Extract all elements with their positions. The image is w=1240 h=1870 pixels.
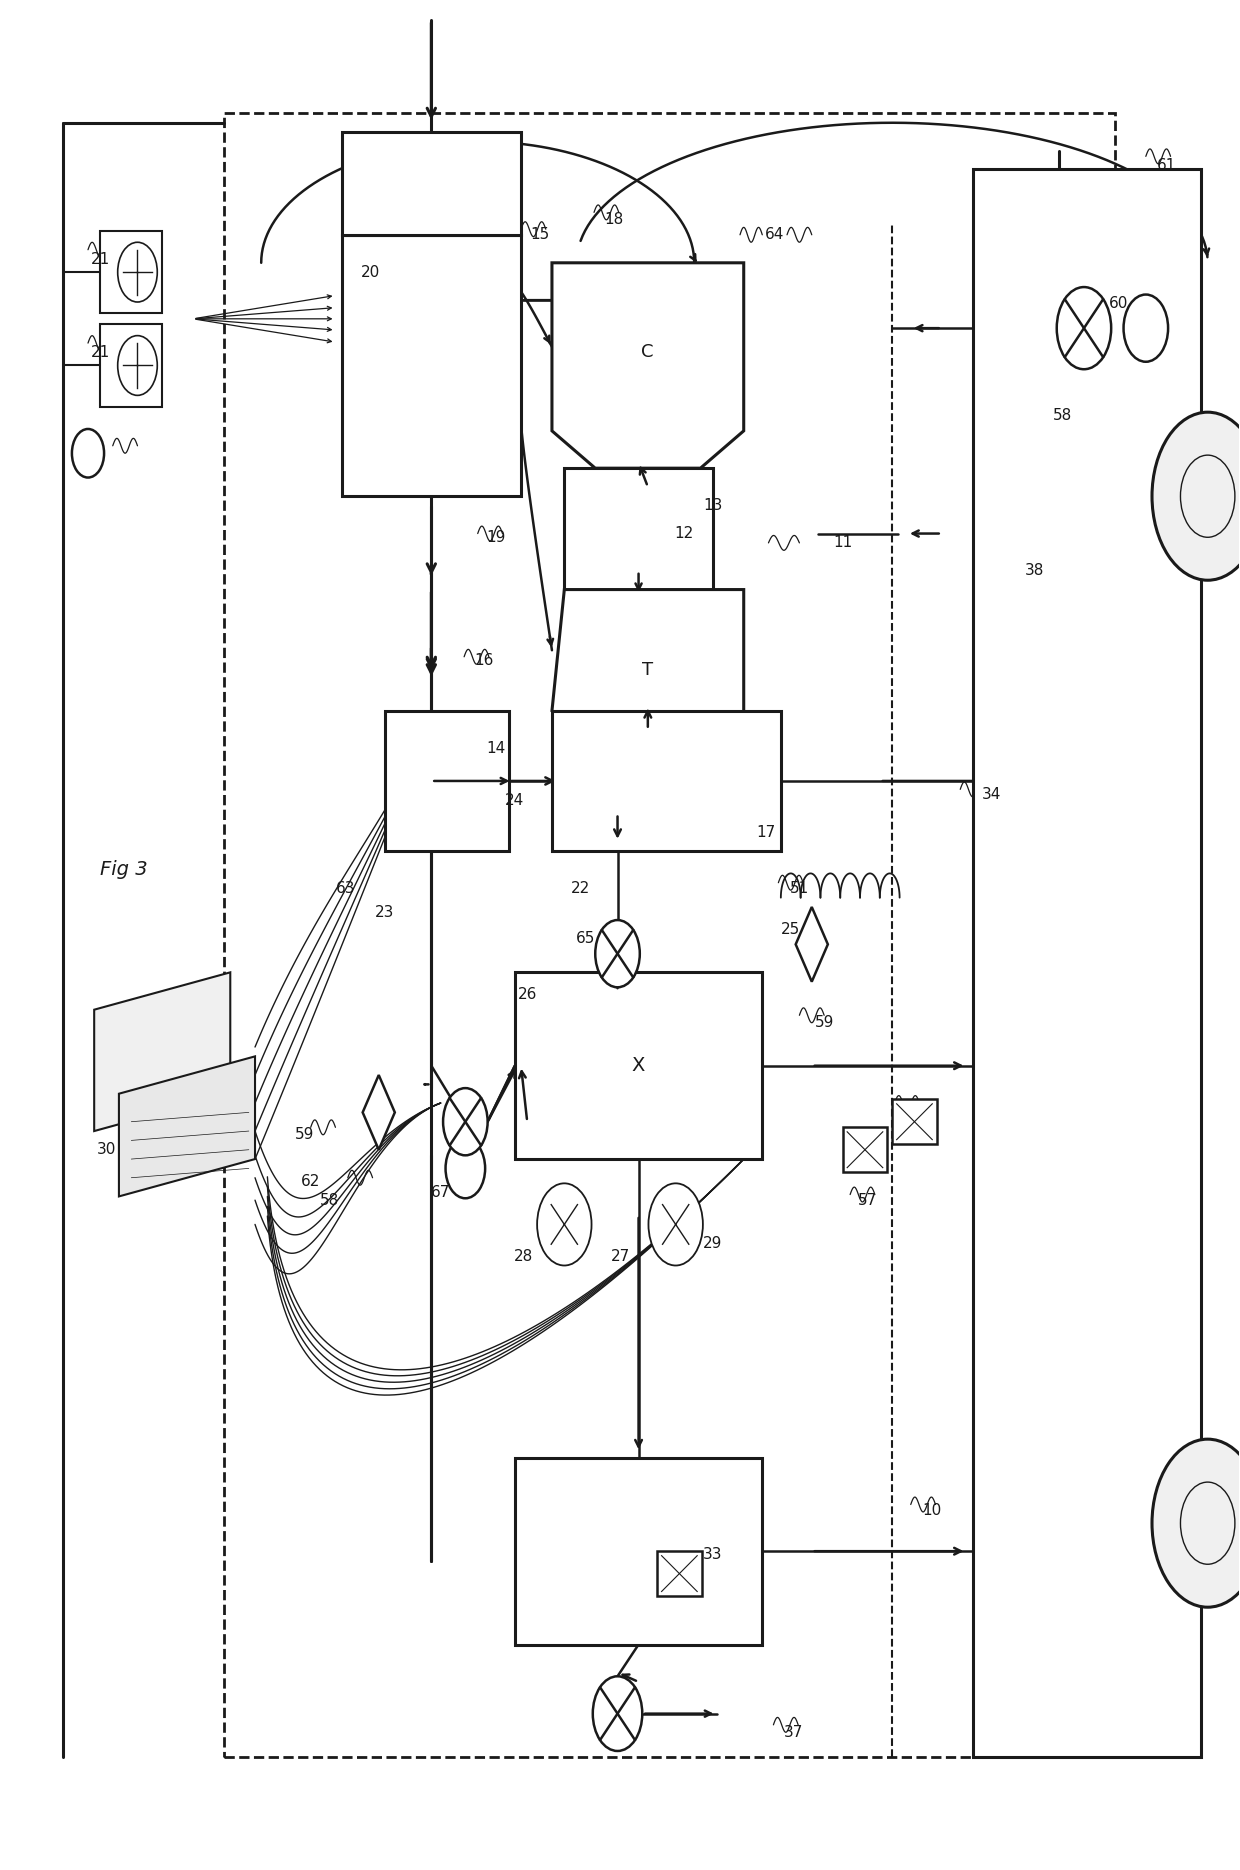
Bar xyxy=(972,170,1202,1756)
Bar xyxy=(515,972,763,1159)
Text: 58: 58 xyxy=(320,1193,339,1208)
Circle shape xyxy=(1152,411,1240,580)
Text: 20: 20 xyxy=(361,266,379,280)
Text: 56: 56 xyxy=(610,1724,630,1739)
Text: 29: 29 xyxy=(703,1236,723,1251)
Text: 37: 37 xyxy=(784,1724,802,1739)
Text: 15: 15 xyxy=(529,228,549,243)
Text: 63: 63 xyxy=(336,881,355,896)
Polygon shape xyxy=(94,972,231,1131)
Text: 18: 18 xyxy=(604,213,624,228)
Bar xyxy=(384,711,508,851)
Circle shape xyxy=(445,1139,485,1199)
Bar xyxy=(100,324,162,406)
Text: 31: 31 xyxy=(905,1100,924,1115)
Text: 23: 23 xyxy=(376,905,394,920)
Text: T: T xyxy=(641,660,652,679)
Text: 65: 65 xyxy=(575,931,595,946)
Text: 67: 67 xyxy=(432,1186,450,1201)
Text: 17: 17 xyxy=(756,825,775,840)
Text: 26: 26 xyxy=(517,987,537,1002)
Polygon shape xyxy=(552,264,744,468)
Circle shape xyxy=(1123,295,1168,361)
Text: 33: 33 xyxy=(703,1546,723,1563)
Text: 61: 61 xyxy=(1157,159,1177,174)
Text: 34: 34 xyxy=(982,787,1001,802)
Bar xyxy=(515,1459,763,1644)
Text: 58: 58 xyxy=(1053,408,1073,423)
Text: 64: 64 xyxy=(765,228,785,243)
Text: 58: 58 xyxy=(82,445,102,460)
Text: 51: 51 xyxy=(790,881,808,896)
Circle shape xyxy=(537,1184,591,1266)
Text: 11: 11 xyxy=(833,535,852,550)
Text: 16: 16 xyxy=(474,653,494,668)
Text: 21: 21 xyxy=(91,252,110,267)
Circle shape xyxy=(593,1676,642,1750)
Text: 59: 59 xyxy=(815,1015,833,1030)
Circle shape xyxy=(649,1184,703,1266)
Text: C: C xyxy=(641,344,653,361)
Bar xyxy=(552,711,781,851)
Text: 59: 59 xyxy=(295,1128,314,1143)
Text: 22: 22 xyxy=(570,881,590,896)
Circle shape xyxy=(443,1088,487,1156)
Bar xyxy=(100,232,162,312)
Polygon shape xyxy=(552,589,744,748)
Text: 24: 24 xyxy=(505,793,525,808)
Polygon shape xyxy=(119,1057,255,1197)
Circle shape xyxy=(595,920,640,987)
Text: 25: 25 xyxy=(781,922,800,937)
Circle shape xyxy=(72,428,104,477)
Bar xyxy=(843,1128,888,1172)
Bar xyxy=(564,468,713,589)
Bar xyxy=(657,1552,702,1595)
Text: Fig 3: Fig 3 xyxy=(100,860,148,879)
Text: 60: 60 xyxy=(1109,295,1128,312)
Text: 57: 57 xyxy=(858,1193,877,1208)
Text: 30: 30 xyxy=(97,1143,117,1158)
Polygon shape xyxy=(796,907,828,982)
Text: 21: 21 xyxy=(91,344,110,359)
Bar xyxy=(342,236,521,496)
Text: 28: 28 xyxy=(513,1249,533,1264)
Text: 10: 10 xyxy=(923,1503,941,1518)
Text: 12: 12 xyxy=(675,525,694,540)
Text: 62: 62 xyxy=(301,1174,320,1189)
Polygon shape xyxy=(362,1075,394,1150)
Text: 14: 14 xyxy=(486,741,506,755)
Text: 13: 13 xyxy=(703,497,723,512)
Circle shape xyxy=(1152,1440,1240,1606)
Bar xyxy=(342,133,521,236)
Text: 38: 38 xyxy=(1024,563,1044,578)
Text: X: X xyxy=(632,1057,645,1075)
Bar xyxy=(224,114,1115,1756)
Circle shape xyxy=(1056,288,1111,368)
Text: 19: 19 xyxy=(486,529,506,544)
Text: 27: 27 xyxy=(610,1249,630,1264)
Bar xyxy=(893,1100,936,1144)
